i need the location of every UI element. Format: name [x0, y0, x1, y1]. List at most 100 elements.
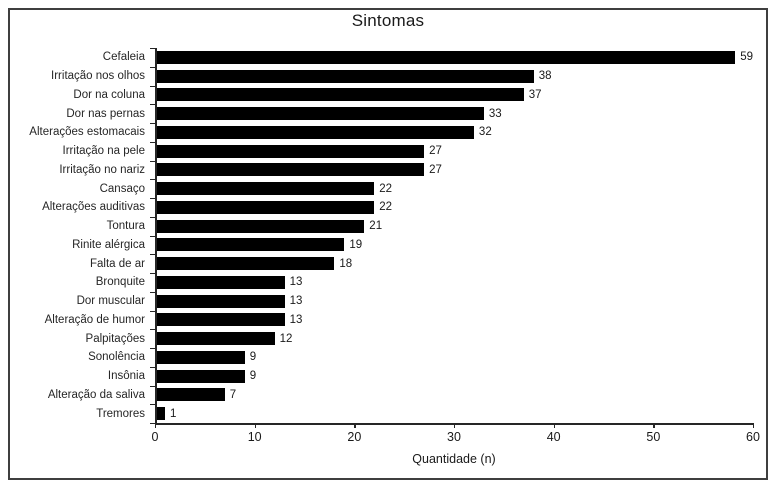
y-axis-tick — [150, 385, 155, 387]
chart-row: Irritação na pele 27 — [0, 142, 776, 161]
value-label: 27 — [429, 163, 442, 176]
bar — [155, 144, 425, 158]
y-axis-tick — [150, 104, 155, 106]
y-axis-tick — [150, 366, 155, 368]
category-label: Sonolência — [88, 351, 145, 364]
bar — [155, 350, 245, 364]
chart-row: Palpitações 12 — [0, 329, 776, 348]
bar-track: 27 — [155, 142, 753, 161]
bar — [155, 369, 245, 383]
bar-track: 37 — [155, 86, 753, 105]
x-axis-tick-label: 10 — [247, 430, 262, 444]
bar — [155, 275, 285, 289]
category-label: Irritação nos olhos — [51, 70, 145, 83]
y-axis-tick — [150, 48, 155, 50]
y-axis-tick — [150, 123, 155, 125]
bar — [155, 163, 425, 177]
x-axis-tick-label: 30 — [447, 430, 461, 444]
value-label: 33 — [488, 107, 502, 120]
y-axis-tick — [150, 179, 155, 181]
y-axis-tick — [150, 329, 155, 331]
bar — [155, 219, 365, 233]
category-label: Dor nas pernas — [66, 107, 145, 120]
bar — [155, 200, 375, 214]
y-axis-tick — [150, 198, 155, 200]
value-label: 1 — [169, 407, 177, 420]
bar-track: 13 — [155, 292, 753, 311]
y-axis-tick — [150, 348, 155, 350]
bar-track: 22 — [155, 179, 753, 198]
x-axis-tick-label: 50 — [646, 430, 661, 444]
category-label: Cansaço — [99, 182, 145, 195]
y-axis-tick — [150, 273, 155, 275]
y-axis-tick — [150, 216, 155, 218]
value-label: 22 — [379, 182, 393, 195]
chart-row: Tontura 21 — [0, 217, 776, 236]
chart-row: Dor na coluna 37 — [0, 86, 776, 105]
value-label: 18 — [339, 257, 353, 270]
category-label: Irritação no nariz — [59, 163, 145, 176]
y-axis-tick — [150, 291, 155, 293]
value-label: 37 — [528, 88, 542, 101]
bar — [155, 313, 285, 327]
category-label: Cefaleia — [102, 51, 145, 64]
x-axis-tick — [653, 423, 655, 428]
bar-track: 13 — [155, 311, 753, 330]
x-axis-tick-label: 20 — [347, 430, 362, 444]
category-label: Palpitações — [85, 332, 145, 345]
category-label: Alterações estomacais — [29, 126, 145, 139]
bar-track: 7 — [155, 386, 753, 405]
category-label: Dor na coluna — [73, 88, 145, 101]
x-axis-tick — [454, 423, 456, 428]
value-label: 59 — [740, 51, 753, 64]
x-axis-tick — [553, 423, 555, 428]
value-label: 21 — [369, 220, 383, 233]
chart-row: Dor nas pernas 33 — [0, 104, 776, 123]
y-axis-tick — [150, 310, 155, 312]
category-label: Alteração de humor — [44, 313, 145, 326]
x-axis-tick — [254, 423, 256, 428]
category-label: Irritação na pele — [62, 145, 145, 158]
value-label: 9 — [249, 351, 257, 364]
bar — [155, 294, 285, 308]
bar — [155, 69, 534, 83]
x-axis-tick-label: 0 — [151, 430, 159, 444]
bar-track: 13 — [155, 273, 753, 292]
y-axis-tick — [150, 160, 155, 162]
bar — [155, 107, 484, 121]
x-axis-tick — [155, 423, 157, 428]
chart-row: Alterações estomacais 32 — [0, 123, 776, 142]
bar-track: 38 — [155, 67, 753, 86]
chart-row: Tremores 1 — [0, 404, 776, 423]
bar-track: 19 — [155, 236, 753, 255]
bar — [155, 238, 345, 252]
bar-track: 21 — [155, 217, 753, 236]
bar — [155, 88, 524, 102]
bar — [155, 332, 275, 346]
bar — [155, 125, 474, 139]
bar-track: 9 — [155, 348, 753, 367]
value-label: 7 — [229, 388, 237, 401]
chart-row: Irritação nos olhos 38 — [0, 67, 776, 86]
bar-track: 32 — [155, 123, 753, 142]
bar — [155, 50, 736, 64]
category-label: Tremores — [96, 407, 145, 420]
value-label: 13 — [289, 276, 303, 289]
category-label: Insônia — [107, 370, 145, 383]
y-axis-line — [155, 48, 157, 423]
bar-track: 22 — [155, 198, 753, 217]
chart-row: Sonolência 9 — [0, 348, 776, 367]
category-label: Falta de ar — [90, 257, 145, 270]
chart-row: Dor muscular 13 — [0, 292, 776, 311]
value-label: 9 — [249, 370, 257, 383]
chart-row: Rinite alérgica 19 — [0, 236, 776, 255]
bar-track: 27 — [155, 161, 753, 180]
bar-track: 12 — [155, 329, 753, 348]
x-axis-label: Quantidade (n) — [412, 452, 496, 466]
chart-frame — [8, 8, 768, 480]
chart-row: Bronquite 13 — [0, 273, 776, 292]
chart-row: Falta de ar 18 — [0, 254, 776, 273]
category-label: Alteração da saliva — [47, 388, 145, 401]
chart-row: Insônia 9 — [0, 367, 776, 386]
x-axis-tick-label: 60 — [746, 430, 760, 444]
